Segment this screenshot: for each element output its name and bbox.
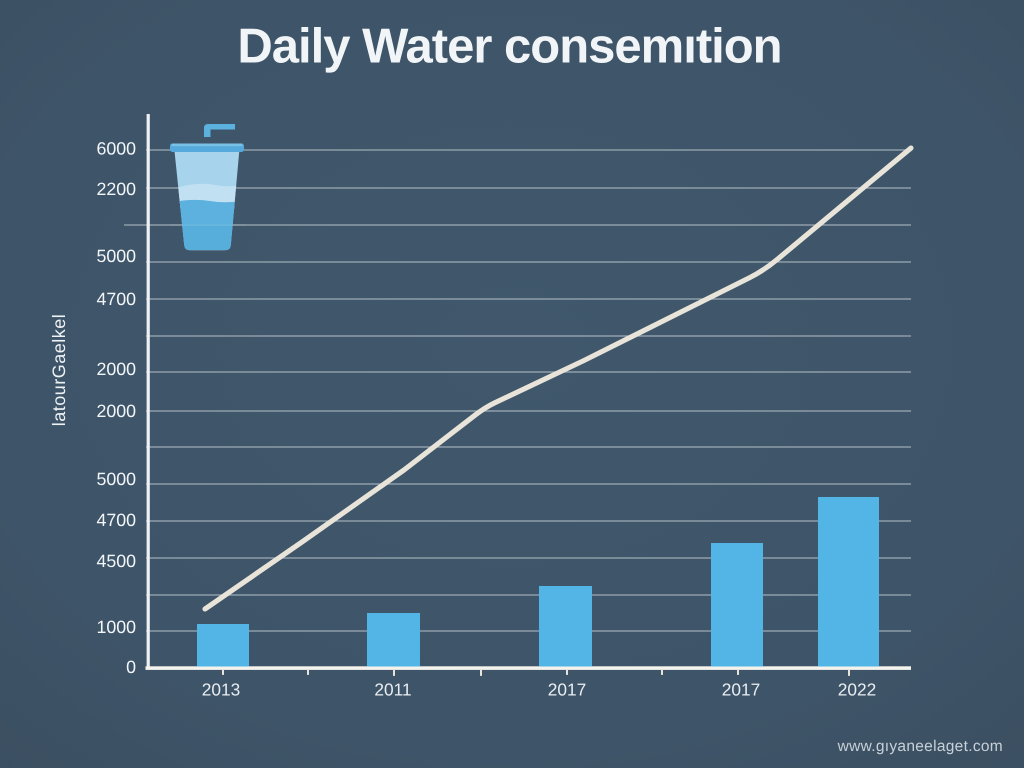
svg-text:4500: 4500: [96, 551, 136, 571]
svg-text:0: 0: [126, 657, 136, 677]
svg-text:5000: 5000: [96, 246, 136, 266]
svg-text:2000: 2000: [96, 401, 136, 421]
svg-text:2000: 2000: [96, 359, 136, 379]
svg-text:1000: 1000: [96, 617, 136, 637]
svg-text:2017: 2017: [722, 680, 760, 700]
svg-text:Daily Water consemıtion: Daily Water consemıtion: [237, 20, 781, 74]
svg-text:5000: 5000: [96, 469, 136, 489]
svg-text:4700: 4700: [96, 289, 136, 309]
svg-text:www.gıyaneelaget.com: www.gıyaneelaget.com: [837, 738, 1003, 755]
svg-text:2013: 2013: [202, 680, 240, 700]
svg-text:2017: 2017: [548, 680, 586, 700]
svg-text:4700: 4700: [96, 510, 136, 530]
svg-text:2200: 2200: [96, 179, 136, 199]
svg-text:2022: 2022: [838, 680, 876, 700]
svg-text:latourGaelkel: latourGaelkel: [49, 314, 69, 427]
svg-text:2011: 2011: [374, 680, 411, 700]
svg-text:6000: 6000: [96, 139, 136, 159]
